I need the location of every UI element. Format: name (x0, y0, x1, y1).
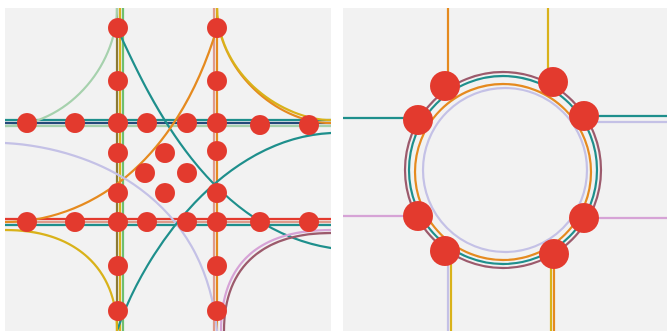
node (207, 301, 227, 321)
node (539, 239, 569, 269)
node (108, 212, 128, 232)
node (207, 212, 227, 232)
grid-diagram (5, 8, 331, 331)
node (155, 143, 175, 163)
node (207, 18, 227, 38)
ring-lavender (421, 86, 589, 254)
curve-yellow-top (215, 8, 331, 122)
circle-nodes (403, 67, 599, 269)
curve-lavender (5, 141, 219, 331)
node (177, 113, 197, 133)
node (17, 113, 37, 133)
curve-orange-diag (5, 26, 219, 224)
node (207, 256, 227, 276)
node (108, 18, 128, 38)
node (403, 201, 433, 231)
node (108, 256, 128, 276)
node (569, 101, 599, 131)
ring-orange (413, 82, 593, 262)
node (108, 113, 128, 133)
node (108, 143, 128, 163)
node (207, 141, 227, 161)
node (65, 212, 85, 232)
node (65, 113, 85, 133)
curve-mint (5, 8, 119, 128)
node (137, 113, 157, 133)
node (299, 212, 319, 232)
node (250, 212, 270, 232)
curve-teal-right (115, 131, 331, 331)
node (108, 183, 128, 203)
grid-diagram-panel (5, 8, 331, 331)
node (430, 236, 460, 266)
node (177, 163, 197, 183)
curve-yellow-bottom (5, 228, 119, 331)
circle-lines (343, 8, 667, 331)
node (108, 71, 128, 91)
node (207, 183, 227, 203)
curve-mauve-bottom (222, 231, 331, 331)
node (250, 115, 270, 135)
node (177, 212, 197, 232)
node (137, 212, 157, 232)
ring-teal (407, 74, 599, 266)
node (207, 113, 227, 133)
node (207, 71, 227, 91)
node (155, 183, 175, 203)
node (538, 67, 568, 97)
ring-mauve (403, 70, 603, 270)
node (403, 105, 433, 135)
circle-diagram (343, 8, 667, 331)
node (108, 301, 128, 321)
grid-nodes (17, 18, 319, 321)
node (135, 163, 155, 183)
grid-lines (5, 8, 331, 331)
curve-teal-diag (115, 26, 331, 250)
node (17, 212, 37, 232)
node (569, 203, 599, 233)
circle-diagram-panel (343, 8, 667, 331)
node (430, 71, 460, 101)
node (299, 115, 319, 135)
